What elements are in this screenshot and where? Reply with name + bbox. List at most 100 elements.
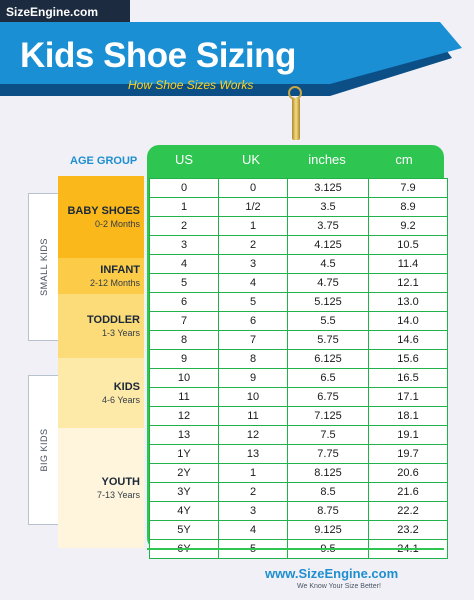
inches-cell: 7.125: [287, 406, 369, 426]
brand-logo: SizeEngine.com: [0, 0, 130, 24]
table-row: 4 3 4.5 11.4: [149, 254, 448, 274]
cm-cell: 8.9: [368, 197, 448, 217]
column-header-cm: cm: [395, 152, 413, 167]
table-row: 3Y 2 8.5 21.6: [149, 482, 448, 502]
cm-cell: 13.0: [368, 292, 448, 312]
footer-tagline: We Know Your Size Better!: [297, 583, 381, 590]
inches-cell: 7.5: [287, 425, 369, 445]
big-kids-bracket: BIG KIDS: [28, 375, 58, 525]
cm-cell: 19.1: [368, 425, 448, 445]
table-row: 13 12 7.5 19.1: [149, 425, 448, 445]
banner-subtitle: How Shoe Sizes Works: [128, 78, 254, 92]
uk-size-cell: 2: [218, 235, 288, 255]
cm-cell: 23.2: [368, 520, 448, 540]
table-row: 7 6 5.5 14.0: [149, 311, 448, 331]
column-header-us: US: [174, 152, 194, 167]
uk-size-cell: 4: [218, 520, 288, 540]
table-row: 6 5 5.125 13.0: [149, 292, 448, 312]
us-size-cell: 1: [149, 197, 219, 217]
small-kids-label: SMALL KIDS: [38, 238, 49, 296]
table-row: 2 1 3.75 9.2: [149, 216, 448, 236]
us-size-cell: 3: [149, 235, 219, 255]
age-band-range: 1-3 Years: [101, 328, 140, 338]
us-size-cell: 2Y: [149, 463, 219, 483]
inches-cell: 6.75: [287, 387, 369, 407]
us-size-cell: 1Y: [149, 444, 219, 464]
uk-size-cell: 0: [218, 178, 288, 198]
inches-cell: 7.75: [287, 444, 369, 464]
cm-cell: 15.6: [368, 349, 448, 369]
hang-clip-icon: [292, 98, 300, 140]
age-band-name: BABY SHOES: [67, 205, 140, 217]
inches-cell: 4.5: [287, 254, 369, 274]
age-band-name: YOUTH: [101, 476, 141, 488]
us-size-cell: 6: [149, 292, 219, 312]
inches-cell: 4.125: [287, 235, 369, 255]
inches-cell: 8.75: [287, 501, 369, 521]
table-row: 8 7 5.75 14.6: [149, 330, 448, 350]
cm-cell: 21.6: [368, 482, 448, 502]
us-size-cell: 8: [149, 330, 219, 350]
table-row: 5 4 4.75 12.1: [149, 273, 448, 293]
size-grid: 0 0 3.125 7.9 1 1/2 3.5 8.9 2 1 3.75 9.2…: [149, 178, 448, 559]
us-size-cell: 5Y: [149, 520, 219, 540]
footer-url-link[interactable]: www.SizeEngine.com: [265, 566, 399, 581]
uk-size-cell: 10: [218, 387, 288, 407]
table-row: 9 8 6.125 15.6: [149, 349, 448, 369]
cm-cell: 14.6: [368, 330, 448, 350]
uk-size-cell: 3: [218, 501, 288, 521]
cm-cell: 18.1: [368, 406, 448, 426]
uk-size-cell: 2: [218, 482, 288, 502]
cm-cell: 11.4: [368, 254, 448, 274]
uk-size-cell: 4: [218, 273, 288, 293]
age-band-name: KIDS: [113, 381, 140, 393]
us-size-cell: 13: [149, 425, 219, 445]
age-band-infant: INFANT 2-12 Months: [58, 258, 144, 294]
inches-cell: 6.125: [287, 349, 369, 369]
table-row: 3 2 4.125 10.5: [149, 235, 448, 255]
age-band-kids: KIDS 4-6 Years: [58, 358, 144, 428]
us-size-cell: 0: [149, 178, 219, 198]
inches-cell: 3.5: [287, 197, 369, 217]
table-row: 10 9 6.5 16.5: [149, 368, 448, 388]
age-band-range: 0-2 Months: [94, 219, 140, 229]
inches-cell: 3.75: [287, 216, 369, 236]
age-band-name: TODDLER: [87, 314, 140, 326]
inches-cell: 8.125: [287, 463, 369, 483]
table-row: 4Y 3 8.75 22.2: [149, 501, 448, 521]
column-header-inches: inches: [308, 152, 346, 167]
table-row: 12 11 7.125 18.1: [149, 406, 448, 426]
us-size-cell: 10: [149, 368, 219, 388]
age-band-name: INFANT: [100, 264, 140, 276]
age-band-range: 7-13 Years: [96, 490, 140, 500]
age-band-range: 4-6 Years: [101, 395, 140, 405]
uk-size-cell: 5: [218, 292, 288, 312]
us-size-cell: 7: [149, 311, 219, 331]
cm-cell: 12.1: [368, 273, 448, 293]
banner-title: Kids Shoe Sizing: [20, 36, 296, 75]
inches-cell: 5.125: [287, 292, 369, 312]
uk-size-cell: 9: [218, 368, 288, 388]
size-table-foot: [147, 548, 444, 550]
table-row: 0 0 3.125 7.9: [149, 178, 448, 198]
banner-main: [0, 22, 462, 84]
small-kids-bracket: SMALL KIDS: [28, 193, 58, 341]
inches-cell: 5.75: [287, 330, 369, 350]
cm-cell: 9.2: [368, 216, 448, 236]
age-band-range: 2-12 Months: [89, 278, 140, 288]
inches-cell: 9.125: [287, 520, 369, 540]
table-row: 2Y 1 8.125 20.6: [149, 463, 448, 483]
us-size-cell: 5: [149, 273, 219, 293]
big-kids-label: BIG KIDS: [38, 428, 49, 472]
table-row: 1 1/2 3.5 8.9: [149, 197, 448, 217]
age-group-header: AGE GROUP: [70, 155, 138, 167]
us-size-cell: 2: [149, 216, 219, 236]
us-size-cell: 9: [149, 349, 219, 369]
cm-cell: 20.6: [368, 463, 448, 483]
uk-size-cell: 12: [218, 425, 288, 445]
us-size-cell: 11: [149, 387, 219, 407]
us-size-cell: 3Y: [149, 482, 219, 502]
us-size-cell: 12: [149, 406, 219, 426]
banner-ribbon: [0, 22, 462, 96]
uk-size-cell: 8: [218, 349, 288, 369]
